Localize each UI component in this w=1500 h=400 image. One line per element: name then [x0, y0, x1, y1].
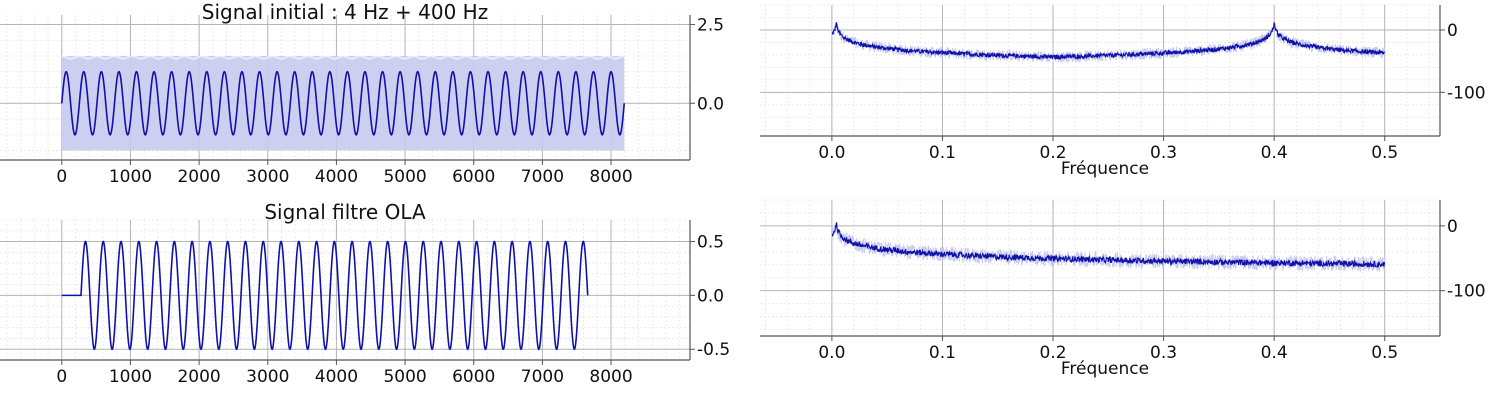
x-tick-label: 0.0: [818, 143, 845, 163]
x-tick-label: 3000: [246, 367, 289, 387]
chart-title: Signal initial : 4 Hz + 400 Hz: [202, 0, 488, 24]
x-tick-label: 0.1: [929, 343, 956, 363]
x-tick-label: 0.3: [1150, 343, 1177, 363]
x-tick-label: 0.5: [1371, 343, 1398, 363]
x-tick-label: 5000: [383, 167, 426, 187]
y-tick-label: 0: [1447, 21, 1458, 41]
x-tick-label: 5000: [383, 367, 426, 387]
chart-title: Signal filtre OLA: [264, 200, 426, 224]
x-tick-label: 0: [56, 367, 67, 387]
x-tick-label: 2000: [177, 167, 220, 187]
x-tick-label: 0.1: [929, 143, 956, 163]
y-tick-label: 0.0: [697, 286, 724, 306]
y-tick-label: 0.0: [697, 94, 724, 114]
x-tick-label: 0.4: [1261, 143, 1288, 163]
chart-spectrum-initial: 0.0 0.1 0.2 0.3 0.4 0.5 0 -100 Fréquence: [760, 4, 1486, 179]
y-tick-label: -100: [1447, 282, 1486, 302]
spectrum-line: [831, 222, 1386, 268]
signal-line: [61, 240, 589, 351]
x-tick-label: 7000: [521, 367, 564, 387]
x-tick-label: 0.2: [1039, 143, 1066, 163]
y-tick-label: -100: [1447, 83, 1486, 103]
x-tick-label: 8000: [589, 367, 632, 387]
x-tick-label: 7000: [521, 167, 564, 187]
y-tick-label: 0.5: [697, 233, 724, 253]
x-tick-label: 4000: [315, 367, 358, 387]
signal-line: [60, 70, 626, 136]
x-tick-label: 6000: [452, 367, 495, 387]
x-tick-label: 1000: [109, 367, 152, 387]
x-tick-label: 4000: [315, 167, 358, 187]
y-tick-label: 0: [1447, 217, 1458, 237]
x-tick-label: 0: [56, 167, 67, 187]
chart-signal-filtre: 0 1000 2000 3000 4000 5000 6000 7000 8000 0.5 0.0 -…: [0, 200, 730, 387]
envelope-edge: [61, 54, 625, 61]
x-tick-label: 1000: [109, 167, 152, 187]
chart-signal-initial: 0 1000 2000 3000 4000 5000 6000 7000 8000 0.0 2.5 S…: [0, 0, 724, 187]
x-tick-label: 0.3: [1150, 143, 1177, 163]
chart-spectrum-filtre: 0.0 0.1 0.2 0.3 0.4 0.5 0 -100 Fréquence: [760, 199, 1486, 379]
x-tick-label: 2000: [177, 367, 220, 387]
x-tick-label: 0.0: [818, 343, 845, 363]
x-tick-label: 6000: [452, 167, 495, 187]
x-tick-label: 0.2: [1039, 343, 1066, 363]
x-tick-label: 0.4: [1261, 343, 1288, 363]
x-axis-label: Fréquence: [1061, 359, 1149, 379]
y-tick-label: -0.5: [697, 340, 730, 360]
spectrum-line: [831, 21, 1386, 61]
x-tick-label: 0.5: [1371, 143, 1398, 163]
y-tick-label: 2.5: [697, 15, 724, 35]
x-tick-label: 3000: [246, 167, 289, 187]
x-axis-label: Fréquence: [1061, 159, 1149, 179]
x-tick-label: 8000: [589, 167, 632, 187]
